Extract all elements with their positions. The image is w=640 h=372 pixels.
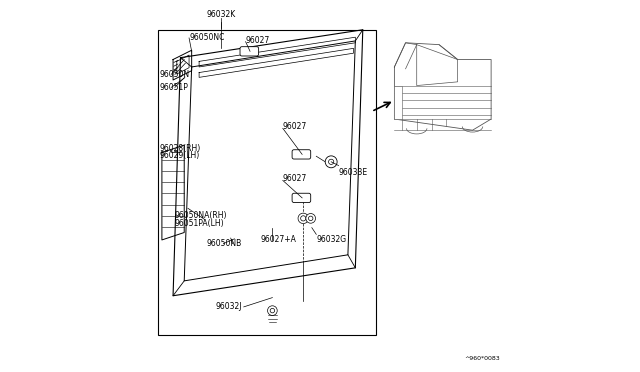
Circle shape — [298, 213, 308, 224]
Text: 96051P: 96051P — [159, 83, 188, 92]
Text: 96051PA(LH): 96051PA(LH) — [175, 219, 225, 228]
Text: 96032J: 96032J — [216, 302, 242, 311]
Bar — [158, 30, 376, 335]
FancyBboxPatch shape — [292, 150, 310, 159]
Text: 96027: 96027 — [246, 36, 270, 45]
Circle shape — [308, 216, 313, 221]
Circle shape — [270, 308, 275, 313]
Text: 96032G: 96032G — [316, 235, 346, 244]
Circle shape — [301, 216, 306, 221]
Bar — [394, 86, 402, 119]
Text: 96050NA(RH): 96050NA(RH) — [175, 211, 227, 220]
Circle shape — [268, 306, 277, 315]
Text: 96050NB: 96050NB — [207, 239, 242, 248]
Text: 96032K: 96032K — [207, 10, 236, 19]
Circle shape — [306, 214, 316, 223]
Text: 96027+A: 96027+A — [260, 235, 296, 244]
Text: 96050N: 96050N — [159, 70, 189, 79]
Text: 96028(RH): 96028(RH) — [159, 144, 200, 153]
Text: 96050NC: 96050NC — [189, 33, 225, 42]
Circle shape — [328, 159, 334, 164]
FancyBboxPatch shape — [292, 193, 310, 202]
Text: 96029(LH): 96029(LH) — [159, 151, 200, 160]
FancyBboxPatch shape — [240, 46, 259, 56]
Text: 96027: 96027 — [283, 174, 307, 183]
Text: ^960*0083: ^960*0083 — [465, 356, 500, 362]
Circle shape — [325, 156, 337, 168]
Text: 96027: 96027 — [283, 122, 307, 131]
Text: 96033E: 96033E — [339, 169, 368, 177]
